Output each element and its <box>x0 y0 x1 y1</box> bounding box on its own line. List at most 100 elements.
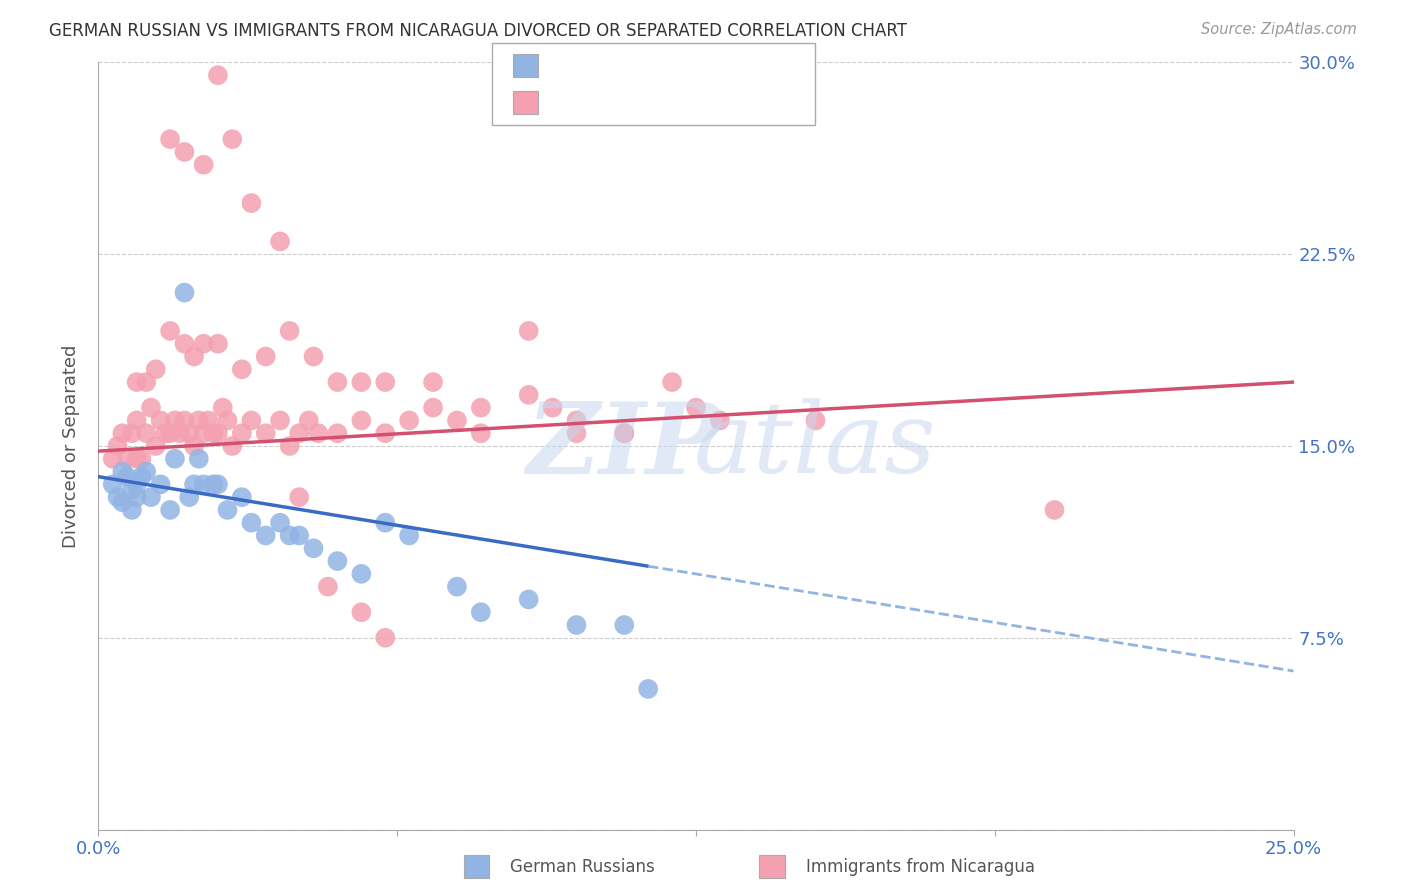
Point <box>446 413 468 427</box>
Point <box>125 375 148 389</box>
Point <box>125 413 148 427</box>
Point <box>374 375 396 389</box>
Point <box>135 375 157 389</box>
Point <box>470 605 492 619</box>
Point <box>613 618 636 632</box>
Point <box>173 336 195 351</box>
Point <box>302 350 325 364</box>
Point <box>135 426 157 441</box>
Point <box>398 413 420 427</box>
Point <box>565 426 588 441</box>
Point <box>183 477 205 491</box>
Point <box>350 375 373 389</box>
Point <box>155 426 177 441</box>
Point <box>240 413 263 427</box>
Point <box>149 413 172 427</box>
Point <box>221 439 243 453</box>
Point <box>217 413 239 427</box>
Point <box>159 324 181 338</box>
Point <box>541 401 564 415</box>
Point <box>517 388 540 402</box>
Point <box>125 451 148 466</box>
Point <box>269 516 291 530</box>
Point <box>202 477 225 491</box>
Point <box>269 235 291 249</box>
Point <box>302 541 325 556</box>
Point <box>254 528 277 542</box>
Point <box>288 490 311 504</box>
Point <box>231 490 253 504</box>
Point <box>115 451 138 466</box>
Point <box>207 68 229 82</box>
Text: R = -0.173   N = 40: R = -0.173 N = 40 <box>560 56 766 75</box>
Point <box>350 605 373 619</box>
Point <box>804 413 827 427</box>
Text: ZIP: ZIP <box>527 398 721 494</box>
Point <box>179 426 201 441</box>
Point <box>565 618 588 632</box>
Point <box>685 401 707 415</box>
Point <box>139 401 162 415</box>
Point <box>298 413 321 427</box>
Text: R =  0.131   N = 82: R = 0.131 N = 82 <box>560 93 766 112</box>
Point <box>288 426 311 441</box>
Point <box>374 516 396 530</box>
Point <box>207 477 229 491</box>
Point <box>163 413 186 427</box>
Point <box>517 592 540 607</box>
Point <box>517 324 540 338</box>
Point <box>422 401 444 415</box>
Point <box>107 490 129 504</box>
Point <box>207 426 229 441</box>
Text: Immigrants from Nicaragua: Immigrants from Nicaragua <box>806 858 1035 876</box>
Point <box>269 413 291 427</box>
Point <box>374 631 396 645</box>
Point <box>422 375 444 389</box>
Point <box>446 580 468 594</box>
Point <box>145 439 167 453</box>
Point <box>197 413 219 427</box>
Point <box>316 580 339 594</box>
Point <box>149 477 172 491</box>
Point <box>254 426 277 441</box>
Point <box>111 426 134 441</box>
Point <box>183 439 205 453</box>
Text: atlas: atlas <box>695 399 936 493</box>
Point <box>350 413 373 427</box>
Point <box>111 495 134 509</box>
Point <box>221 132 243 146</box>
Point <box>709 413 731 427</box>
Point <box>187 451 209 466</box>
Point <box>207 336 229 351</box>
Point <box>159 426 181 441</box>
Point <box>101 477 124 491</box>
Point <box>163 451 186 466</box>
Point <box>169 426 191 441</box>
Point <box>231 362 253 376</box>
Point <box>398 528 420 542</box>
Point <box>470 401 492 415</box>
Point <box>159 132 181 146</box>
Point <box>613 426 636 441</box>
Point <box>121 483 143 497</box>
Point <box>101 451 124 466</box>
Point <box>193 426 215 441</box>
Point <box>193 158 215 172</box>
Point <box>231 426 253 441</box>
Point <box>350 566 373 581</box>
Point <box>240 196 263 211</box>
Point <box>661 375 683 389</box>
Point <box>470 426 492 441</box>
Text: German Russians: German Russians <box>510 858 655 876</box>
Point <box>637 681 659 696</box>
Point <box>183 350 205 364</box>
Point <box>173 285 195 300</box>
Point <box>278 324 301 338</box>
Point <box>254 350 277 364</box>
Point <box>187 413 209 427</box>
Point <box>121 503 143 517</box>
Point <box>173 413 195 427</box>
Point <box>193 477 215 491</box>
Point <box>613 426 636 441</box>
Point <box>115 469 138 483</box>
